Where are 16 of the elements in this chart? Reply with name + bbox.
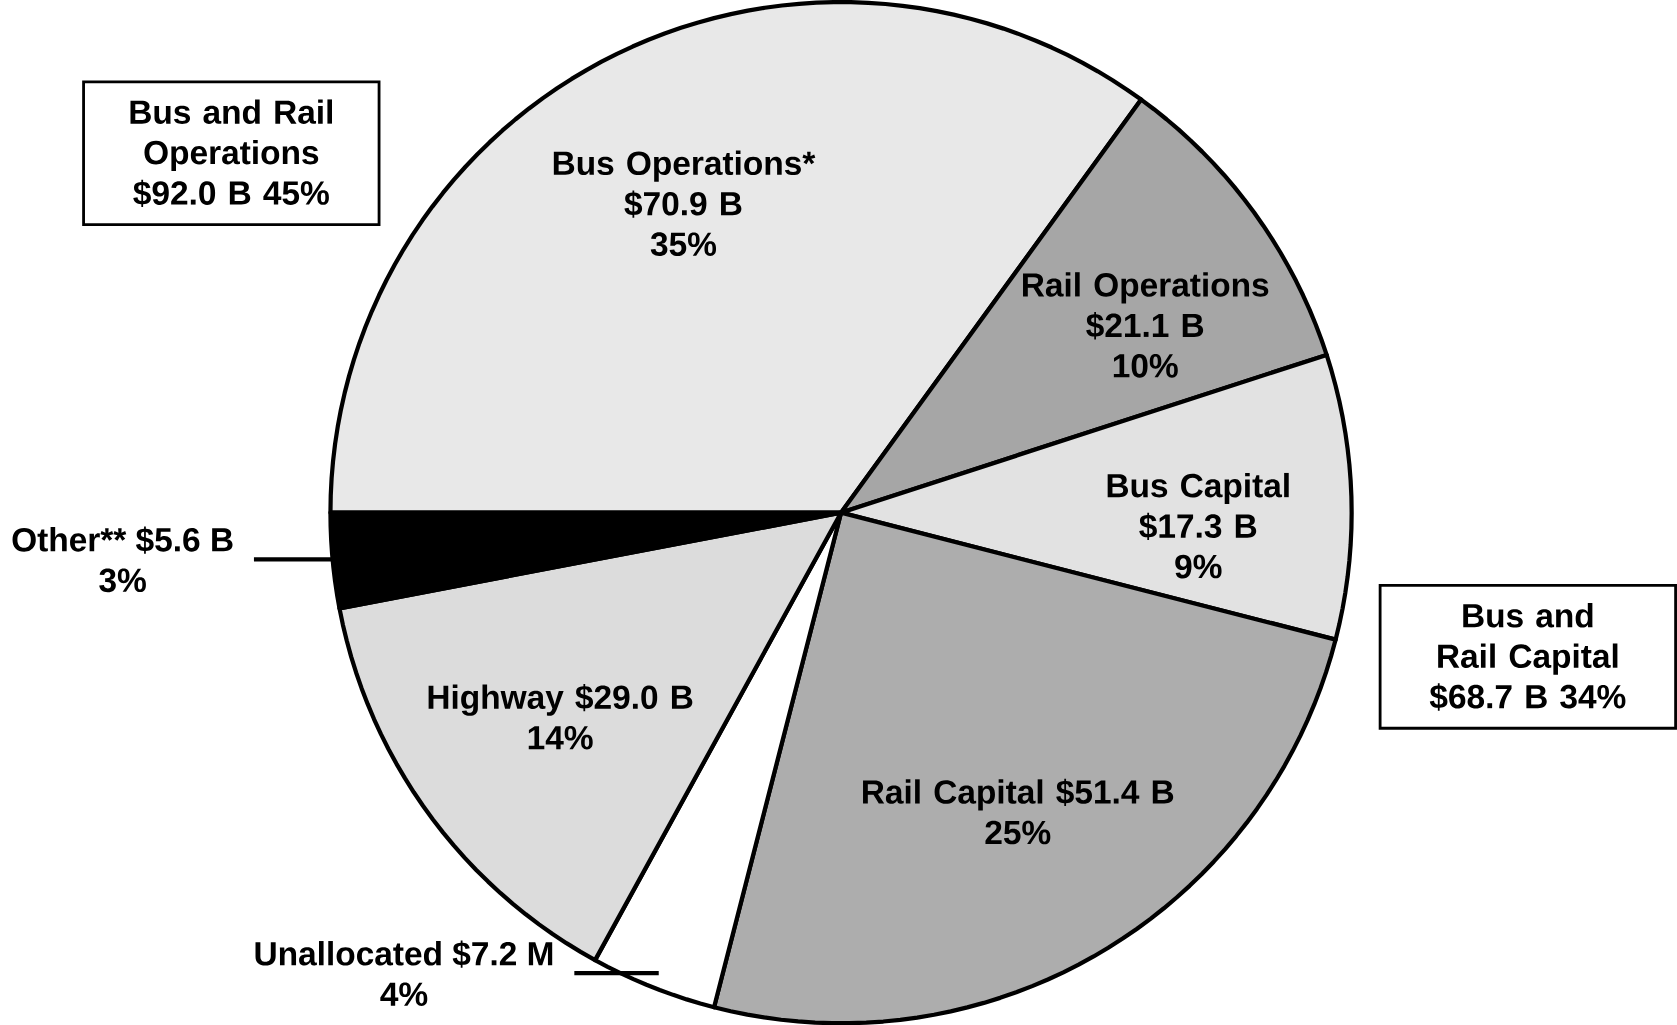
slice-label: Unallocated $7.2 M (255, 940, 553, 968)
text: Bus and Rail Capital $68.7 B 34% (1429, 602, 1626, 711)
data-label: 4% (380, 982, 428, 1006)
data-label: 14% (528, 725, 593, 750)
slice-label: Rail Operations $21.1 B (1023, 272, 1269, 340)
slice-label: Rail Capital $51.4 B (863, 778, 1174, 811)
data-label: 3% (99, 568, 146, 592)
data-label: 9% (1175, 554, 1222, 579)
slice-label: Bus Capital $17.3 B (1107, 472, 1289, 540)
slice-label: Highway $29.0 B (428, 683, 693, 716)
slice-label: Other** $5.6 B (12, 526, 233, 554)
data-label: 25% (985, 820, 1051, 845)
text: Bus and Rail Operations $92.0 B 45% (130, 99, 332, 207)
data-label: 35% (650, 232, 717, 256)
data-label: 10% (1113, 353, 1178, 378)
slice-label: Bus Operations* $70.9 B (553, 150, 816, 218)
